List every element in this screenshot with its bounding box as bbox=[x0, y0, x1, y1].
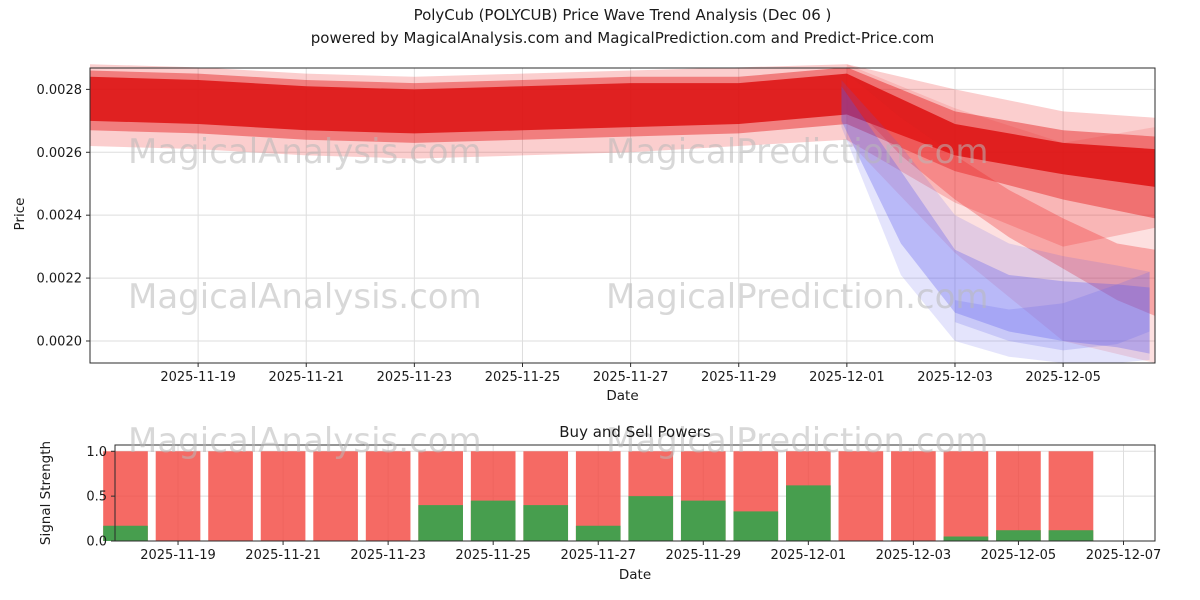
sell-power-bar bbox=[891, 451, 936, 541]
x-tick-label: 2025-11-29 bbox=[666, 548, 742, 563]
x-tick-label: 2025-11-23 bbox=[377, 370, 453, 385]
price-band-blue-wide bbox=[841, 79, 1150, 363]
buy-power-bar bbox=[786, 485, 831, 541]
x-tick-label: 2025-12-01 bbox=[771, 548, 847, 563]
y-tick-label: 0.0026 bbox=[37, 146, 83, 161]
x-tick-label: 2025-12-05 bbox=[1025, 370, 1101, 385]
x-tick-label: 2025-12-07 bbox=[1086, 548, 1162, 563]
chart-title: PolyCub (POLYCUB) Price Wave Trend Analy… bbox=[413, 6, 832, 24]
sell-power-bar bbox=[1048, 451, 1094, 541]
y-tick-label: 0.0022 bbox=[37, 272, 83, 287]
x-tick-label: 2025-12-01 bbox=[809, 370, 885, 385]
sell-power-bar bbox=[313, 451, 358, 541]
x-tick-label: 2025-12-03 bbox=[917, 370, 993, 385]
y-tick-label: 0.5 bbox=[86, 490, 107, 505]
x-tick-label: 2025-11-21 bbox=[245, 548, 321, 563]
date-axis-label-top: Date bbox=[606, 388, 639, 404]
sell-power-bar bbox=[943, 451, 989, 541]
sell-power-bar bbox=[260, 451, 306, 541]
x-tick-label: 2025-11-27 bbox=[593, 370, 669, 385]
buy-power-bar bbox=[943, 536, 989, 541]
sell-power-bar bbox=[996, 451, 1041, 541]
date-axis-label-bottom: Date bbox=[618, 567, 652, 583]
buy-power-bar bbox=[733, 511, 779, 541]
price-band-red-cross bbox=[846, 73, 1155, 316]
x-tick-label: 2025-11-23 bbox=[350, 548, 426, 563]
bottom-plot-border bbox=[114, 444, 1156, 542]
y-tick-label: 0.0028 bbox=[37, 83, 83, 98]
x-tick-label: 2025-12-03 bbox=[876, 548, 952, 563]
sell-power-bar bbox=[365, 451, 411, 541]
sell-power-bar bbox=[155, 451, 201, 541]
y-tick-label: 0.0 bbox=[86, 535, 107, 550]
x-tick-label: 2025-11-25 bbox=[485, 370, 561, 385]
x-tick-label: 2025-11-21 bbox=[268, 370, 344, 385]
price-band-blue-cross bbox=[954, 271, 1150, 351]
price-band-red-core bbox=[90, 73, 1155, 187]
y-tick-label: 0.0024 bbox=[37, 209, 83, 224]
x-tick-label: 2025-11-27 bbox=[560, 548, 636, 563]
buy-power-bar bbox=[103, 525, 148, 541]
sell-power-bar bbox=[838, 451, 884, 541]
y-tick-label: 0.0020 bbox=[37, 334, 83, 349]
x-tick-label: 2025-11-19 bbox=[140, 548, 216, 563]
buy-power-bar bbox=[1048, 530, 1094, 541]
buy-power-bar bbox=[418, 505, 463, 541]
sell-power-bar bbox=[208, 451, 253, 541]
signal-strength-axis-label: Signal Strength bbox=[38, 440, 54, 546]
x-tick-label: 2025-12-05 bbox=[981, 548, 1057, 563]
price-axis-label: Price bbox=[12, 197, 28, 231]
buy-power-bar bbox=[470, 500, 516, 541]
buy-power-bar bbox=[523, 505, 569, 541]
x-tick-label: 2025-11-19 bbox=[160, 370, 236, 385]
y-tick-label: 1.0 bbox=[86, 445, 107, 460]
buy-power-bar bbox=[680, 500, 726, 541]
buy-power-bar bbox=[996, 530, 1041, 541]
chart-subtitle: powered by MagicalAnalysis.com and Magic… bbox=[310, 29, 935, 47]
price-band-blue-mid bbox=[841, 86, 1150, 354]
buy-power-bar bbox=[628, 496, 674, 541]
bottom-chart-title: Buy and Sell Powers bbox=[559, 423, 711, 441]
x-tick-label: 2025-11-29 bbox=[701, 370, 777, 385]
buy-power-bar bbox=[575, 525, 621, 541]
x-tick-label: 2025-11-25 bbox=[455, 548, 531, 563]
